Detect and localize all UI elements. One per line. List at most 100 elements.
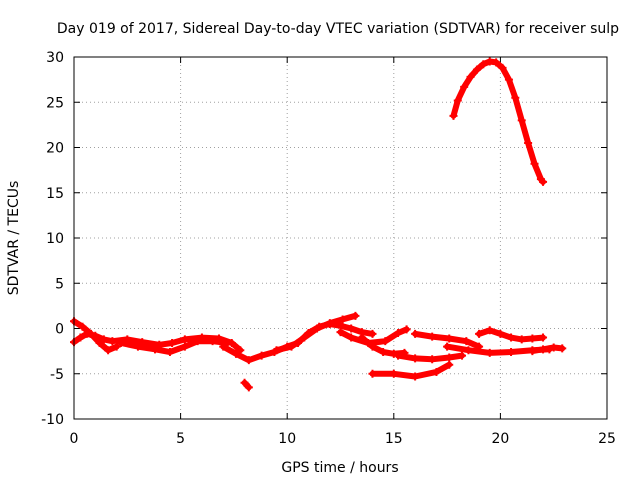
plot-frame	[73, 56, 608, 420]
y-tick-label: 25	[46, 95, 64, 111]
data-point	[133, 342, 142, 351]
data-point	[394, 351, 403, 360]
series-track-10	[369, 361, 453, 380]
data-series	[70, 57, 567, 392]
x-tick-label: 0	[70, 431, 79, 447]
data-point	[517, 335, 526, 344]
data-point	[180, 342, 189, 351]
data-point	[78, 322, 87, 331]
data-point	[428, 332, 437, 341]
data-point	[108, 337, 117, 346]
data-point	[530, 159, 539, 168]
data-point	[315, 322, 324, 331]
y-tick-labels: -10 -5 0 5 10 15 20 25 30	[41, 50, 64, 428]
data-point	[479, 60, 488, 69]
data-point	[165, 348, 174, 357]
data-point	[453, 96, 462, 105]
chart-title: Day 019 of 2017, Sidereal Day-to-day VTE…	[57, 21, 619, 37]
data-point	[151, 345, 160, 354]
data-point	[116, 338, 125, 347]
data-point	[411, 354, 420, 363]
data-point	[104, 346, 113, 355]
grid	[74, 57, 607, 419]
data-point	[381, 337, 390, 346]
data-point	[504, 75, 513, 84]
data-point	[368, 329, 377, 338]
data-point	[325, 319, 334, 328]
data-point	[368, 369, 377, 378]
data-point	[445, 360, 454, 369]
x-tick-label: 5	[176, 431, 185, 447]
data-point	[475, 329, 484, 338]
data-point	[257, 351, 266, 360]
y-tick-label: 10	[46, 231, 64, 247]
data-point	[293, 338, 302, 347]
y-tick-label: -5	[50, 367, 64, 383]
data-point	[368, 342, 377, 351]
data-point	[411, 329, 420, 338]
data-point	[485, 348, 494, 357]
data-point	[244, 383, 253, 392]
data-point	[244, 356, 253, 365]
data-point	[507, 333, 516, 342]
data-point	[485, 326, 494, 335]
data-point	[87, 329, 96, 338]
data-point	[240, 378, 249, 387]
data-point	[347, 333, 356, 342]
data-point	[219, 342, 228, 351]
data-point	[524, 138, 533, 147]
data-point	[411, 372, 420, 381]
x-axis-label: GPS time / hours	[281, 460, 398, 476]
series-track-16	[450, 58, 546, 185]
x-tick-labels: 0 5 10 15 20 25	[70, 431, 616, 447]
data-point	[558, 344, 567, 353]
data-point	[462, 337, 471, 346]
data-point	[511, 93, 520, 102]
data-point	[460, 82, 469, 91]
data-point	[443, 342, 452, 351]
data-point	[528, 347, 537, 356]
series-track-15	[529, 344, 566, 355]
data-point	[304, 329, 313, 338]
data-point	[338, 315, 347, 324]
data-point	[347, 324, 356, 333]
axis-ticks	[73, 56, 608, 420]
y-axis-label: SDTVAR / TECUs	[6, 181, 22, 296]
data-point	[394, 329, 403, 338]
data-point	[458, 351, 467, 360]
data-point	[99, 335, 108, 344]
data-point	[498, 63, 507, 72]
data-point	[492, 58, 501, 67]
data-point	[445, 334, 454, 343]
data-point	[287, 342, 296, 351]
data-point	[112, 342, 121, 351]
x-tick-label: 20	[491, 431, 509, 447]
data-point	[272, 346, 281, 355]
y-tick-label: -10	[41, 412, 64, 428]
data-point	[496, 329, 505, 338]
y-tick-label: 15	[46, 186, 64, 202]
y-tick-label: 0	[55, 322, 64, 338]
data-point	[232, 349, 241, 358]
x-tick-label: 10	[278, 431, 296, 447]
data-point	[445, 353, 454, 362]
data-point	[449, 111, 458, 120]
data-point	[76, 333, 85, 342]
data-point	[517, 116, 526, 125]
data-point	[539, 333, 548, 342]
data-point	[336, 328, 345, 337]
x-tick-label: 25	[598, 431, 616, 447]
data-point	[507, 348, 516, 357]
x-tick-label: 15	[385, 431, 403, 447]
data-point	[180, 335, 189, 344]
data-point	[466, 72, 475, 81]
data-point	[432, 367, 441, 376]
data-point	[351, 311, 360, 320]
data-point	[168, 338, 177, 347]
data-point	[193, 337, 202, 346]
data-point	[379, 348, 388, 357]
data-point	[389, 369, 398, 378]
data-point	[472, 65, 481, 74]
data-point	[402, 325, 411, 334]
